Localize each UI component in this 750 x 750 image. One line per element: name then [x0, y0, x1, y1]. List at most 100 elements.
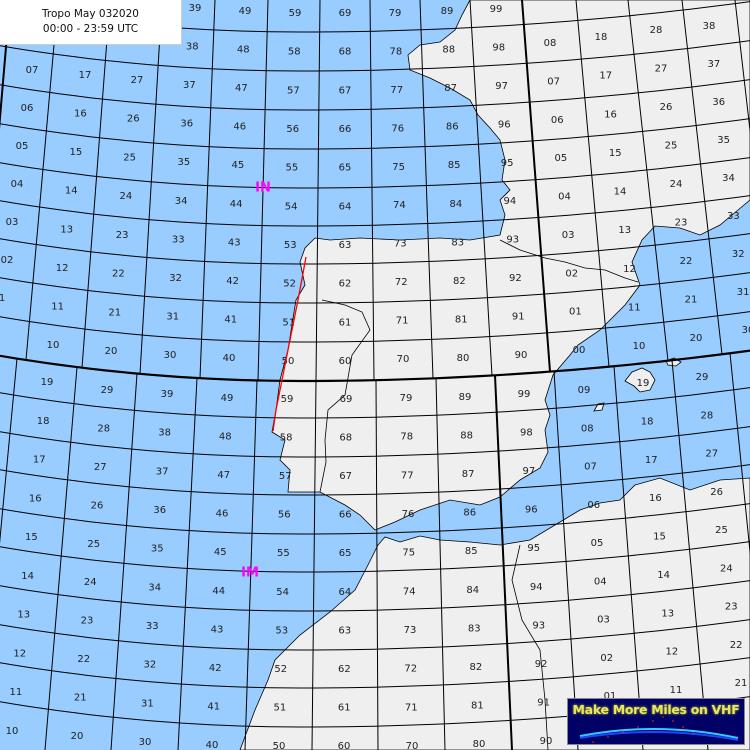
grid-locator-label: 72 [395, 277, 408, 288]
grid-locator-label: 52 [283, 279, 296, 290]
grid-locator-label: 21 [685, 295, 698, 306]
grid-locator-label: 27 [131, 75, 144, 86]
grid-locator-label: 47 [235, 83, 248, 94]
grid-locator-label: 19 [41, 377, 54, 388]
grid-locator-label: 33 [727, 211, 740, 222]
logo: Make More Miles on VHF [567, 698, 745, 745]
grid-locator-label: 84 [466, 585, 479, 596]
grid-line-horizontal [0, 619, 750, 651]
grid-locator-label: 65 [339, 163, 352, 174]
grid-line-vertical [494, 375, 513, 750]
grid-locator-label: 62 [338, 664, 351, 675]
grid-line-vertical [729, 353, 750, 557]
grid-locator-label: 23 [81, 616, 94, 627]
grid-locator-label: 22 [680, 256, 693, 267]
grid-locator-label: 66 [339, 124, 352, 135]
grid-locator-label: 75 [402, 548, 415, 559]
grid-line-horizontal [0, 157, 750, 189]
grid-locator-label: 79 [389, 8, 402, 19]
grid-locator-label: 35 [717, 135, 730, 146]
grid-locator-label: 98 [492, 42, 505, 53]
grid-locator-label: 41 [207, 701, 220, 712]
grid-locator-label: 88 [442, 45, 455, 56]
grid-locator-label: 96 [498, 119, 511, 130]
grid-locator-label: 18 [641, 416, 654, 427]
grid-locator-label: 68 [339, 47, 352, 58]
grid-locator-label: 82 [470, 662, 483, 673]
grid-locator-label: 28 [650, 25, 663, 36]
grid-locator-label: 84 [450, 199, 463, 210]
grid-locator-label: 37 [156, 466, 169, 477]
grid-locator-label: 18 [595, 32, 608, 43]
grid-locator-label: 51 [282, 317, 295, 328]
grid-locator-label: 91 [512, 312, 525, 323]
grid-locator-label: 73 [404, 625, 417, 636]
grid-locator-label: 46 [216, 509, 229, 520]
grid-locator-label: 60 [339, 356, 352, 367]
grid-locator-label: 17 [599, 71, 612, 82]
grid-locator-label: 74 [393, 200, 406, 211]
grid-locator-label: 23 [116, 230, 129, 241]
grid-locator-label: 16 [649, 493, 662, 504]
grid-labels: 0706050403021171615141312111027262524232… [0, 3, 750, 750]
square-label-im: IM [241, 566, 259, 581]
grid-locator-label: 86 [463, 508, 476, 519]
grid-locator-label: 97 [523, 466, 536, 477]
grid-locator-label: 37 [183, 80, 196, 91]
grid-locator-label: 42 [209, 663, 222, 674]
grid-locator-label: 36 [153, 505, 166, 516]
grid-locator-label: 87 [444, 83, 457, 94]
grid-locator-label: 81 [471, 700, 484, 711]
grid-locator-label: 91 [537, 697, 550, 708]
grid-locator-label: 61 [338, 702, 351, 713]
grid-line-vertical [734, 0, 750, 135]
grid-locator-label: 05 [555, 153, 568, 164]
grid-locator-label: 06 [587, 500, 600, 511]
grid-line-horizontal [0, 118, 750, 150]
grid-locator-label: 55 [277, 548, 290, 559]
grid-locator-label: 15 [25, 532, 38, 543]
grid-locator-label: 64 [339, 201, 352, 212]
grid-locator-label: 34 [722, 173, 735, 184]
grid-locator-label: 20 [690, 333, 703, 344]
grid-line-horizontal [0, 464, 750, 496]
grid-locator-label: 31 [141, 698, 154, 709]
title-box: Tropo May 032020 00:00 - 23:59 UTC [0, 0, 182, 45]
grid-line-vertical [613, 366, 644, 750]
grid-locator-label: 17 [33, 455, 46, 466]
grid-locator-label: 50 [282, 356, 295, 367]
grid-locator-label: 03 [562, 230, 575, 241]
grid-locator-label: 41 [224, 314, 237, 325]
grid-locator-label: 66 [339, 510, 352, 521]
grid-line-vertical [375, 380, 379, 750]
grid-locator-label: 48 [219, 432, 232, 443]
grid-locator-label: 03 [597, 615, 610, 626]
grid-locator-label: 72 [404, 664, 417, 675]
grid-locator-label: 22 [112, 269, 125, 280]
grid-locator-label: 67 [339, 471, 352, 482]
grid-locator-label: 16 [604, 109, 617, 120]
grid-locator-label: 53 [284, 240, 297, 251]
grid-locator-label: 82 [453, 276, 466, 287]
grid-locator-label: 28 [97, 423, 110, 434]
grid-locator-label: 31 [166, 311, 179, 322]
grid-locator-label: 17 [79, 70, 92, 81]
grid-line-horizontal [0, 79, 750, 111]
tropo-path [272, 256, 307, 432]
grid-line-vertical [81, 0, 111, 368]
grid-locator-label: 29 [101, 385, 114, 396]
grid-line-vertical [315, 0, 321, 381]
grid-locator-label: 26 [127, 114, 140, 125]
grid-locator-label: 07 [26, 65, 39, 76]
grid-locator-label: 65 [339, 548, 352, 559]
grid-locator-label: 67 [339, 85, 352, 96]
grid-locator-label: 89 [459, 392, 472, 403]
grid-locator-label: 17 [645, 455, 658, 466]
grid-locator-label: 26 [91, 500, 104, 511]
grid-locator-label: 05 [16, 141, 29, 152]
grid-locator-label: 34 [175, 196, 188, 207]
grid-locator-label: 58 [288, 47, 301, 58]
grid-locator-label: 24 [84, 577, 97, 588]
